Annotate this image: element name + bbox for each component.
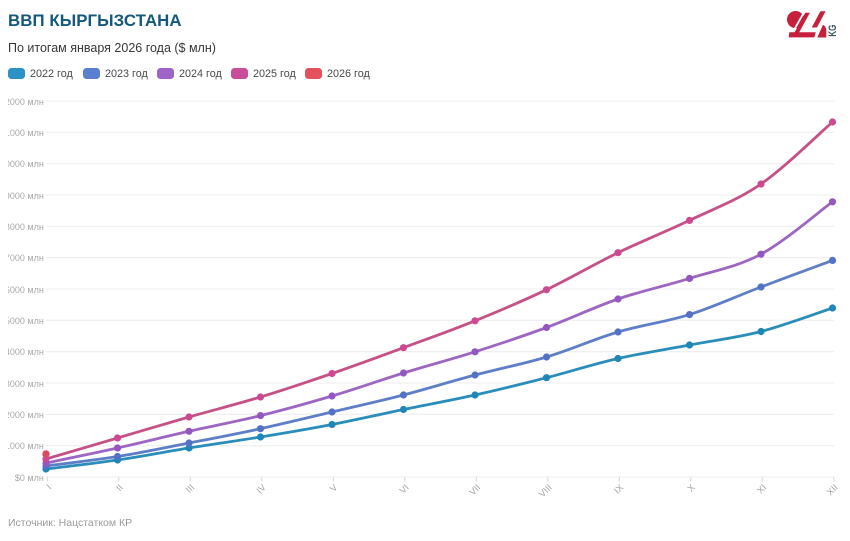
svg-text:VII: VII [467,482,482,497]
svg-text:VI: VI [398,482,411,495]
svg-text:XI: XI [755,482,768,495]
svg-text:III: III [184,482,197,495]
svg-text:IX: IX [612,482,625,495]
svg-text:X: X [685,482,696,493]
svg-text:IV: IV [255,482,269,496]
svg-text:II: II [114,482,125,493]
svg-text:VIII: VIII [537,482,554,499]
svg-text:KG: KG [827,25,839,37]
svg-text:V: V [328,482,340,494]
svg-text:I: I [45,482,54,491]
svg-text:XII: XII [825,482,840,497]
